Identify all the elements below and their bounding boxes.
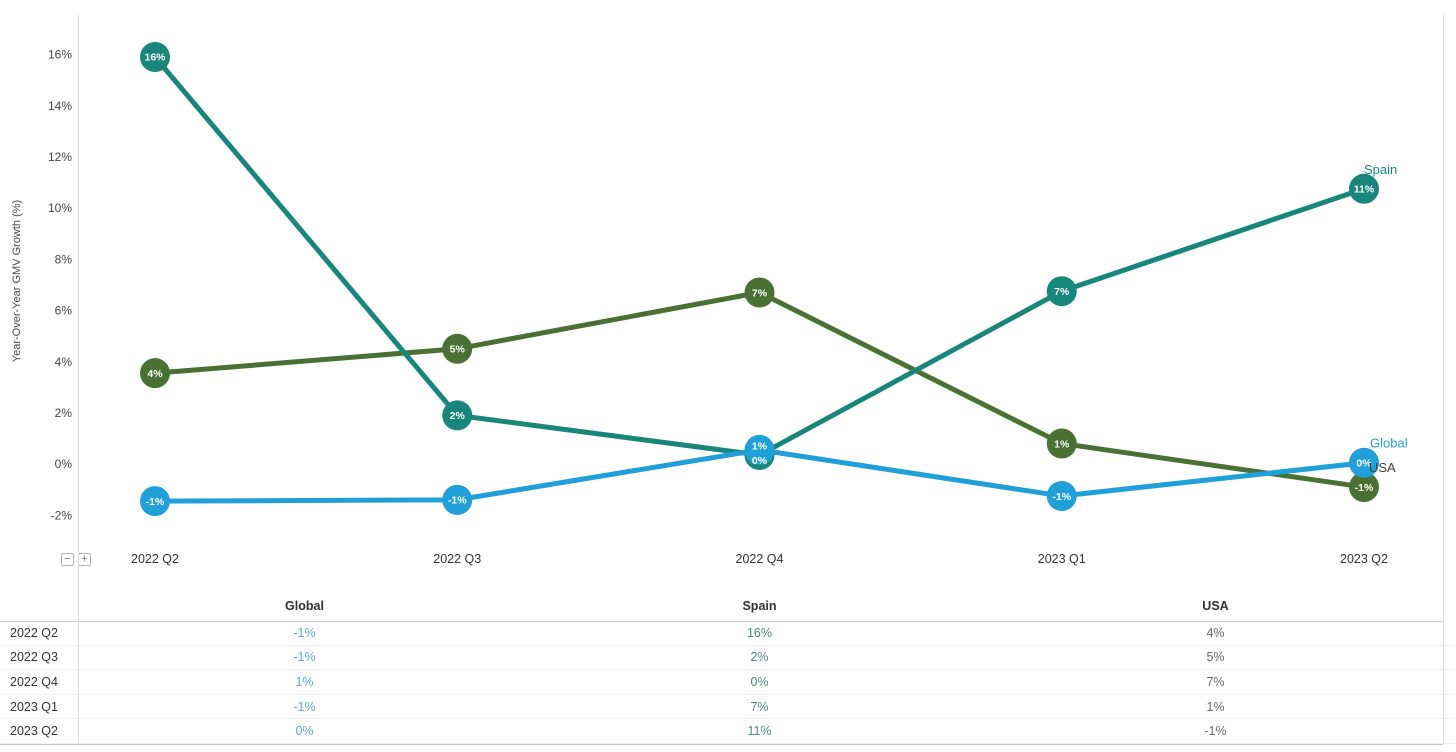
y-tick-label: 12% [48,150,72,164]
table-column-header-global[interactable]: Global [285,598,324,613]
table-cell: -1% [293,625,316,640]
y-tick-label: 10% [48,201,72,215]
x-tick-label: 2023 Q2 [1340,552,1388,566]
y-tick-label: 8% [55,252,73,266]
table-header-divider [0,621,1443,622]
y-axis-title: Year-Over-Year GMV Growth (%) [11,200,23,362]
data-point-label: 2% [450,410,466,422]
right-border-line [1443,15,1444,744]
axis-zoom-in-button[interactable]: + [78,553,91,566]
data-point-marker-spain[interactable] [140,41,170,72]
data-point-label: -1% [1355,482,1374,494]
x-tick-label: 2022 Q2 [131,552,179,566]
series-end-label-spain: Spain [1364,162,1397,177]
table-cell: 5% [1206,650,1225,665]
y-tick-label: 14% [48,99,72,113]
data-point-label: 11% [1354,184,1375,196]
data-point-marker-global[interactable] [744,434,775,465]
data-point-label: 0% [1356,458,1372,470]
table-cell: -1% [1204,724,1227,739]
data-point-marker-global[interactable] [140,486,170,517]
series-end-label-usa: USA [1369,460,1396,475]
table-row[interactable]: 2022 Q3 -1% 2% 5% [0,646,1456,671]
table-row-label: 2023 Q2 [10,724,58,739]
data-point-label: 7% [752,287,768,299]
table-header-row: Global Spain USA [0,590,1456,621]
data-point-label: -1% [146,496,165,508]
data-point-label: -1% [1052,491,1071,503]
x-tick-label: 2023 Q1 [1038,552,1086,566]
y-tick-label: -2% [51,508,73,522]
table-cell: 1% [295,674,314,689]
table-row-label: 2022 Q2 [10,625,58,640]
data-point-marker-usa[interactable] [1349,472,1379,503]
table-cell: -1% [293,699,316,714]
table-row[interactable]: 2022 Q4 1% 0% 7% [0,670,1456,695]
table-body: 2022 Q2 -1% 16% 4% 2022 Q3 -1% 2% 5% 2022 Q4 1% 0%… [0,621,1456,744]
data-point-marker-global[interactable] [1349,447,1379,478]
gmv-growth-data-table: Global Spain USA 2022 Q2 -1% 16% 4% 2022 Q3 -1%… [0,590,1456,752]
data-point-marker-usa[interactable] [744,277,775,308]
series-end-label-global: Global [1370,436,1408,451]
table-row[interactable]: 2023 Q1 -1% 7% 1% [0,695,1456,720]
data-point-marker-spain[interactable] [1349,173,1379,204]
data-point-label: 16% [144,52,166,64]
table-cell: 4% [1206,625,1225,640]
data-point-label: 5% [450,344,466,356]
data-point-label: -1% [448,495,467,507]
data-point-label: 1% [752,441,768,453]
data-point-marker-usa[interactable] [442,333,473,364]
y-tick-label: 2% [55,406,73,420]
table-row-label: 2022 Q4 [10,674,58,689]
table-row-label: 2022 Q3 [10,650,58,665]
gmv-growth-line-chart: 16% 14% 12% 10% 8% 6% 4% 2% 0% -2% Year-Over-Year … [11,41,1408,566]
data-point-marker-global[interactable] [1046,481,1077,511]
data-point-marker-global[interactable] [442,484,473,515]
table-cell: 0% [750,674,769,689]
table-cell: 11% [747,724,772,739]
table-cell: 0% [295,724,314,739]
series-line-spain[interactable] [152,54,1367,458]
data-point-marker-spain[interactable] [1046,276,1077,307]
y-tick-label: 16% [48,48,72,62]
x-tick-label: 2022 Q4 [736,552,784,566]
table-row-label: 2023 Q1 [10,699,58,714]
table-row[interactable]: 2023 Q2 0% 11% -1% [0,719,1456,744]
table-cell: 2% [750,650,769,665]
data-point-marker-spain[interactable] [442,400,473,431]
table-cell: 7% [1206,674,1225,689]
data-point-marker-usa[interactable] [140,358,170,389]
line-chart-canvas: 16% 14% 12% 10% 8% 6% 4% 2% 0% -2% Year-Over-Year … [11,41,1408,566]
table-bottom-border [0,744,1443,745]
table-cell: 7% [750,699,769,714]
axis-zoom-out-button[interactable]: − [61,553,74,566]
table-cell: 1% [1206,699,1225,714]
y-tick-label: 0% [55,457,73,471]
data-point-label: 1% [1054,438,1070,450]
data-point-label: 4% [147,368,163,380]
table-cell: 16% [746,625,773,640]
table-column-header-spain[interactable]: Spain [742,598,777,613]
data-point-marker-usa[interactable] [1046,428,1077,459]
y-tick-label: 4% [55,355,73,369]
data-point-label: 7% [1054,286,1070,298]
table-cell: -1% [293,650,316,665]
data-point-label: 0% [752,455,768,467]
table-column-header-usa[interactable]: USA [1202,598,1229,613]
left-axis-line [78,15,79,744]
x-tick-label: 2022 Q3 [433,552,481,566]
table-row[interactable]: 2022 Q2 -1% 16% 4% [0,621,1456,646]
y-tick-label: 6% [55,304,73,318]
